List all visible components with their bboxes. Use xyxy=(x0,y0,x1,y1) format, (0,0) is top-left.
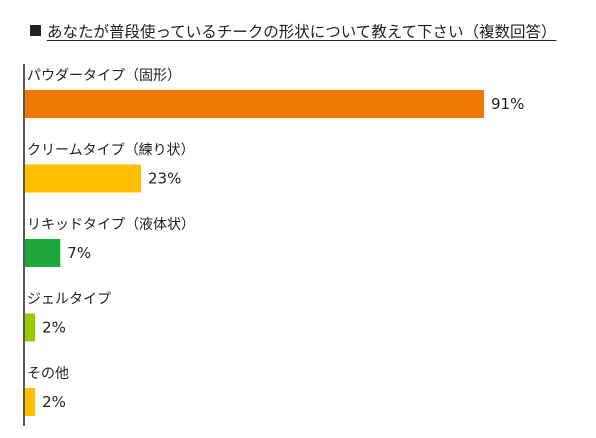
bar xyxy=(25,313,36,342)
bar xyxy=(25,164,142,193)
value-label: 91% xyxy=(491,95,524,113)
category-label: リキッドタイプ（液体状） xyxy=(27,217,195,233)
bar xyxy=(25,388,36,416)
value-label: 7% xyxy=(67,244,91,262)
category-label: クリームタイプ（練り状） xyxy=(27,143,195,159)
category-label: その他 xyxy=(27,366,69,382)
bar xyxy=(25,239,61,267)
chart-title: あなたが普段使っているチークの形状について教えて下さい（複数回答） xyxy=(47,23,557,41)
category-label: パウダータイプ（固形） xyxy=(27,68,181,84)
category-label: ジェルタイプ xyxy=(27,292,111,308)
title-bullet-square xyxy=(30,25,41,36)
bar xyxy=(25,90,484,118)
value-label: 2% xyxy=(42,393,66,411)
chart-title-wrap: あなたが普段使っているチークの形状について教えて下さい（複数回答） xyxy=(30,20,557,42)
value-label: 23% xyxy=(148,170,181,188)
value-label: 2% xyxy=(42,319,66,337)
